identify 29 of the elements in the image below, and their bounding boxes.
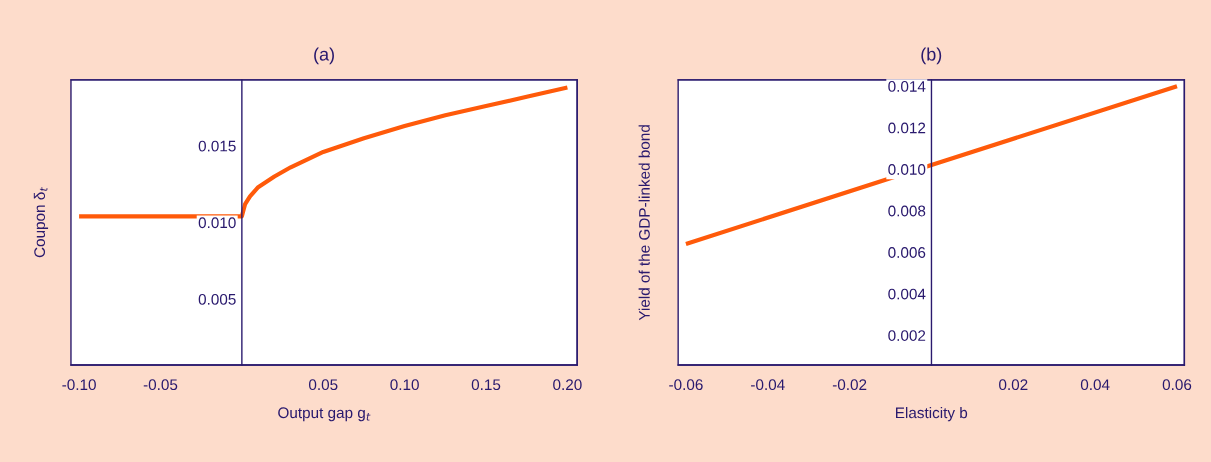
x-tick-label: 0.10 <box>390 379 419 391</box>
y-tick-label: 0.014 <box>888 81 926 92</box>
x-tick-label: 0.02 <box>999 379 1028 391</box>
x-tick-label: 0.06 <box>1162 379 1192 391</box>
x-tick-label: 0.15 <box>471 379 501 391</box>
x-tick-label: 0.04 <box>1080 379 1110 391</box>
x-tick-label: -0.10 <box>62 379 96 391</box>
y-axis-title: Coupon δ$_{t}$ <box>33 187 49 258</box>
y-tick-label: 0.010 <box>888 164 926 175</box>
x-axis-title: Output gap g$_{t}$ <box>278 407 371 422</box>
x-axis-title: Elasticity b <box>896 407 968 422</box>
y-tick-label: 0.004 <box>888 288 926 300</box>
x-tick-label: 0.05 <box>308 379 338 391</box>
chart-title: (b) <box>921 47 942 65</box>
x-tick-label: -0.04 <box>751 379 785 391</box>
y-tick-label: 0.015 <box>198 140 236 152</box>
x-tick-label: 0.20 <box>553 379 582 391</box>
y-tick-label: 0.012 <box>888 122 926 134</box>
x-tick-label: -0.02 <box>832 379 867 391</box>
y-tick-label: 0.005 <box>198 293 236 305</box>
y-tick-label: 0.008 <box>888 205 926 217</box>
y-axis-title: Yield of the GDP-linked bond <box>638 125 650 321</box>
y-tick-label: 0.010 <box>198 217 236 229</box>
y-tick-label: 0.006 <box>888 247 926 258</box>
chart-title: (a) <box>314 47 334 65</box>
x-tick-label: -0.06 <box>669 379 703 391</box>
x-tick-label: -0.05 <box>143 379 178 391</box>
line-series <box>77 85 570 219</box>
y-tick-label: 0.002 <box>888 330 926 341</box>
